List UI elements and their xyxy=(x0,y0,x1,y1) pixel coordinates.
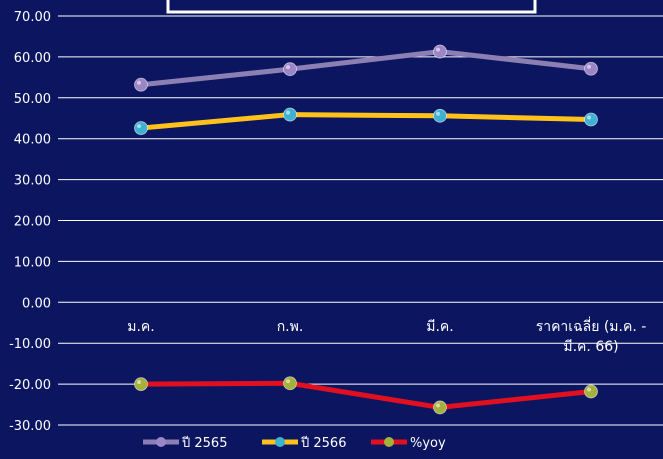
series-line xyxy=(140,49,592,88)
legend: ปี 2565 ปี 2566 %yoy xyxy=(143,435,446,451)
y-tick-label: 0.00 xyxy=(22,296,51,311)
data-point-highlight xyxy=(436,403,440,408)
data-point-highlight xyxy=(436,47,440,52)
y-tick-label: -30.00 xyxy=(9,419,51,434)
data-point xyxy=(433,108,447,123)
data-point-highlight xyxy=(137,380,141,385)
data-point xyxy=(134,77,148,92)
y-tick-label: 50.00 xyxy=(14,92,51,107)
y-tick-label: 30.00 xyxy=(14,174,51,189)
y-tick-label: 40.00 xyxy=(14,133,51,148)
data-point xyxy=(433,400,447,415)
y-tick-label: -10.00 xyxy=(9,337,51,352)
data-point-highlight xyxy=(137,124,141,129)
y-axis-ticks: 70.00 60.00 50.00 40.00 30.00 20.00 10.00 0.00 -… xyxy=(9,10,51,434)
x-axis-categories: ม.ค. ก.พ. มี.ค. ราคาเฉลี่ย (ม.ค. - มี.ค. 66) xyxy=(127,317,646,355)
data-point xyxy=(283,376,297,391)
data-point xyxy=(433,44,447,59)
data-point xyxy=(134,121,148,135)
data-point-highlight xyxy=(587,64,591,69)
data-point-highlight xyxy=(587,387,591,392)
gridlines xyxy=(58,15,663,426)
data-point-highlight xyxy=(286,110,290,115)
data-point xyxy=(283,107,297,122)
data-point-highlight xyxy=(587,115,591,120)
x-category-label: มี.ค. xyxy=(426,319,454,335)
legend-label: ปี 2566 xyxy=(300,435,346,451)
data-point-highlight xyxy=(286,379,290,384)
y-tick-label: 70.00 xyxy=(14,10,51,25)
legend-marker xyxy=(156,437,166,447)
legend-marker xyxy=(384,437,394,447)
x-category-label: ราคาเฉลี่ย (ม.ค. - xyxy=(536,317,647,335)
y-tick-label: 10.00 xyxy=(14,255,51,270)
chart-title-box xyxy=(166,0,537,14)
x-category-label: ม.ค. xyxy=(127,319,155,335)
series-line xyxy=(140,112,592,131)
x-category-label: มี.ค. 66) xyxy=(563,339,618,355)
y-tick-label: -20.00 xyxy=(9,378,51,393)
y-tick-label: 60.00 xyxy=(14,51,51,66)
series-group xyxy=(134,44,598,415)
legend-marker xyxy=(275,437,285,447)
data-point-highlight xyxy=(436,111,440,116)
data-point-highlight xyxy=(286,65,290,70)
data-point xyxy=(584,384,598,399)
data-point xyxy=(584,112,598,127)
data-point-highlight xyxy=(137,80,141,85)
series-line xyxy=(140,380,592,410)
legend-label: ปี 2565 xyxy=(181,435,227,451)
y-tick-label: 20.00 xyxy=(14,215,51,230)
x-category-label: ก.พ. xyxy=(277,319,304,335)
data-point xyxy=(584,61,598,76)
legend-label: %yoy xyxy=(410,436,446,451)
data-point xyxy=(283,62,297,77)
data-point xyxy=(134,377,148,392)
